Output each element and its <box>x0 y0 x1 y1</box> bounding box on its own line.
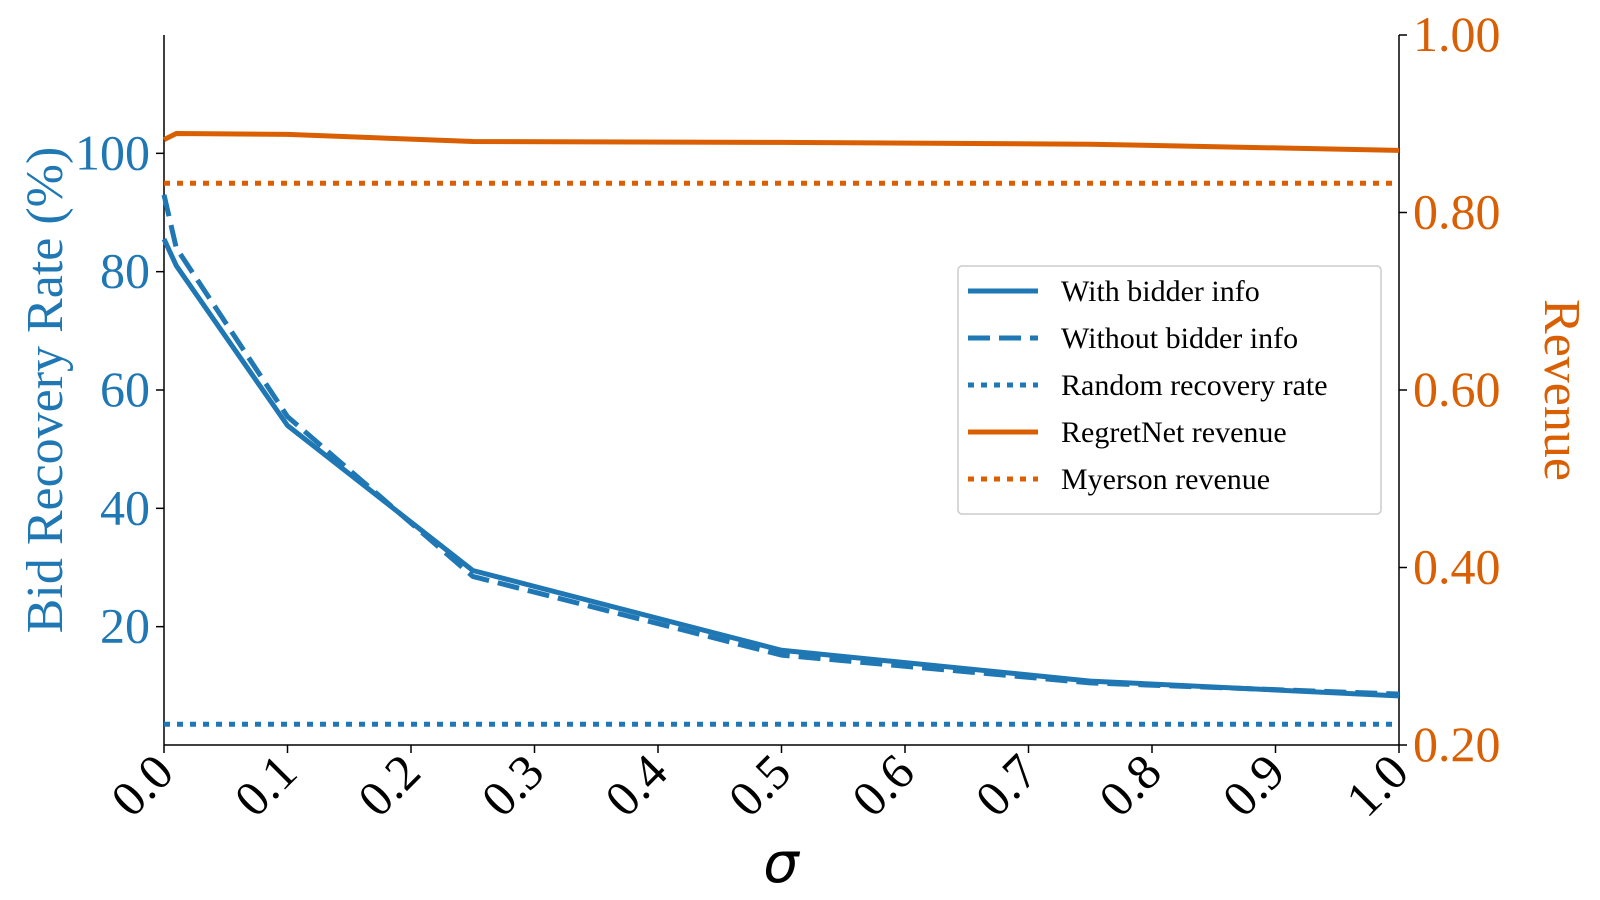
legend-label: Myerson revenue <box>1061 463 1270 496</box>
left-y-ticks: 20 40 60 80 100 <box>75 124 164 654</box>
x-tick-label: 0.3 <box>470 743 554 827</box>
x-tick-label: 0.1 <box>223 743 307 827</box>
x-tick-label: 0.2 <box>347 743 431 827</box>
right-y-tick-label: 0.60 <box>1413 361 1501 417</box>
left-y-tick-label: 100 <box>75 124 150 180</box>
legend-label: Random recovery rate <box>1061 369 1328 402</box>
right-y-tick-label: 0.40 <box>1413 539 1501 595</box>
x-tick-label: 0.9 <box>1211 743 1295 827</box>
x-tick-label: 1.0 <box>1335 743 1419 827</box>
x-tick-label: 0.5 <box>717 743 801 827</box>
series-group <box>161 131 1400 727</box>
legend-label: Without bidder info <box>1061 322 1298 355</box>
legend-label: With bidder info <box>1061 275 1260 308</box>
left-axis-label: Bid Recovery Rate (%) <box>17 147 74 634</box>
x-ticks: 0.0 0.1 0.2 0.3 0.4 0.5 0.6 0.7 0.8 0.9 1.0 <box>100 743 1419 827</box>
right-y-tick-label: 0.80 <box>1413 184 1501 240</box>
right-y-tick-label: 1.00 <box>1413 6 1501 62</box>
left-y-tick-label: 60 <box>100 361 150 417</box>
legend-box <box>957 265 1382 515</box>
legend-label: RegretNet revenue <box>1061 416 1287 449</box>
left-y-tick-label: 80 <box>100 243 150 299</box>
right-axis-label: Revenue <box>1533 299 1590 481</box>
left-y-tick-label: 20 <box>100 598 150 654</box>
right-y-ticks: 0.20 0.40 0.60 0.80 1.00 <box>1399 6 1501 772</box>
x-axis-label: σ <box>763 831 800 896</box>
right-y-tick-label: 0.20 <box>1413 716 1501 772</box>
left-y-tick-label: 40 <box>100 479 150 535</box>
x-tick-label: 0.6 <box>841 743 925 827</box>
x-tick-label: 0.8 <box>1088 743 1172 827</box>
x-tick-label: 0.0 <box>100 743 184 827</box>
series-line-regretnet-revenue <box>162 131 1400 153</box>
x-tick-label: 0.4 <box>594 743 678 827</box>
legend: With bidder info Without bidder info Rando… <box>957 265 1382 515</box>
x-tick-label: 0.7 <box>964 743 1048 827</box>
series-line-without-bidder-info <box>161 194 1400 697</box>
